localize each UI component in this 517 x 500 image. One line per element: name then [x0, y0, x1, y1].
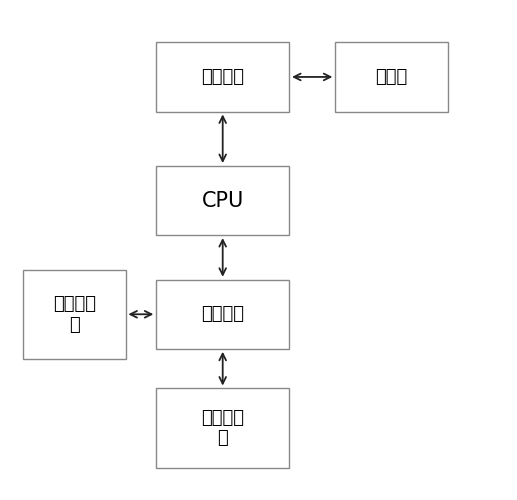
Bar [156, 166, 289, 235]
Bar [335, 42, 448, 112]
Text: 微处理器: 微处理器 [201, 68, 244, 86]
Bar [156, 280, 289, 349]
Text: CPU: CPU [202, 190, 244, 210]
Bar [156, 42, 289, 112]
Text: 存储器: 存储器 [375, 68, 407, 86]
Text: 液晶显示
屏: 液晶显示 屏 [53, 295, 96, 334]
Bar [156, 388, 289, 468]
Bar [23, 270, 126, 359]
Text: 显示模块: 显示模块 [201, 306, 244, 324]
Text: 电子墨水
屏: 电子墨水 屏 [201, 408, 244, 448]
